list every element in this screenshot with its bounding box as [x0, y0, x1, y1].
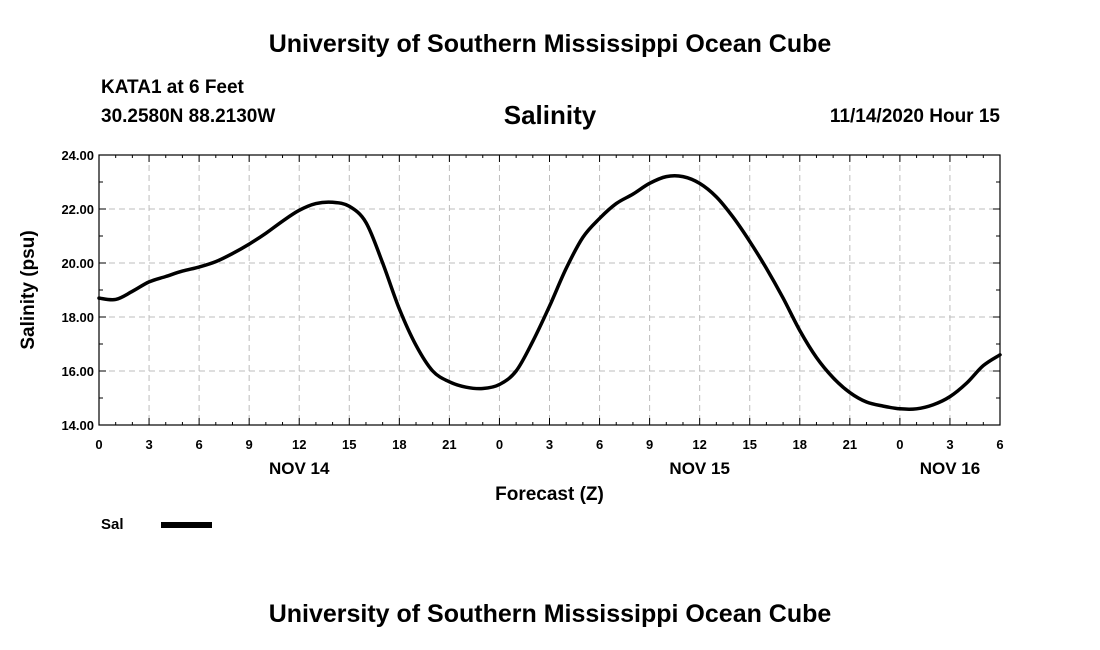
variable-title: Salinity [503, 100, 597, 130]
y-tick-label: 18.00 [61, 310, 94, 325]
x-tick-label: 0 [95, 437, 102, 452]
footer-title: University of Southern Mississippi Ocean… [268, 600, 832, 628]
x-tick-label: 18 [793, 437, 807, 452]
page-title: University of Southern Mississippi Ocean… [268, 30, 832, 58]
x-day-label: NOV 16 [920, 459, 980, 478]
y-tick-label: 16.00 [61, 364, 94, 379]
series-line-sal [97, 174, 1002, 411]
x-tick-label: 6 [195, 437, 202, 452]
x-day-label: NOV 14 [269, 459, 330, 478]
x-tick-label: 0 [496, 437, 503, 452]
x-tick-label: 6 [996, 437, 1003, 452]
x-tick-label: 0 [896, 437, 903, 452]
y-tick-label: 24.00 [61, 148, 94, 163]
x-tick-label: 6 [596, 437, 603, 452]
x-tick-label: 3 [145, 437, 152, 452]
y-axis-title: Salinity (psu) [18, 230, 39, 349]
x-tick-label: 12 [292, 437, 306, 452]
x-tick-label: 18 [392, 437, 406, 452]
forecast-timestamp: 11/14/2020 Hour 15 [829, 106, 1000, 127]
x-day-label: NOV 15 [669, 459, 729, 478]
legend-label: Sal [101, 516, 124, 533]
x-tick-label: 15 [342, 437, 356, 452]
x-tick-label: 12 [692, 437, 706, 452]
y-tick-label: 20.00 [61, 256, 94, 271]
x-tick-label: 3 [546, 437, 553, 452]
x-tick-label: 21 [442, 437, 456, 452]
station-label: KATA1 at 6 Feet [101, 77, 244, 98]
x-tick-label: 9 [646, 437, 653, 452]
x-tick-label: 9 [246, 437, 253, 452]
y-tick-label: 22.00 [61, 202, 94, 217]
station-coords: 30.2580N 88.2130W [101, 106, 276, 127]
x-tick-label: 21 [843, 437, 857, 452]
x-tick-label: 15 [742, 437, 756, 452]
x-tick-label: 3 [946, 437, 953, 452]
y-tick-label: 14.00 [61, 418, 94, 433]
x-axis-title: Forecast (Z) [495, 484, 604, 505]
